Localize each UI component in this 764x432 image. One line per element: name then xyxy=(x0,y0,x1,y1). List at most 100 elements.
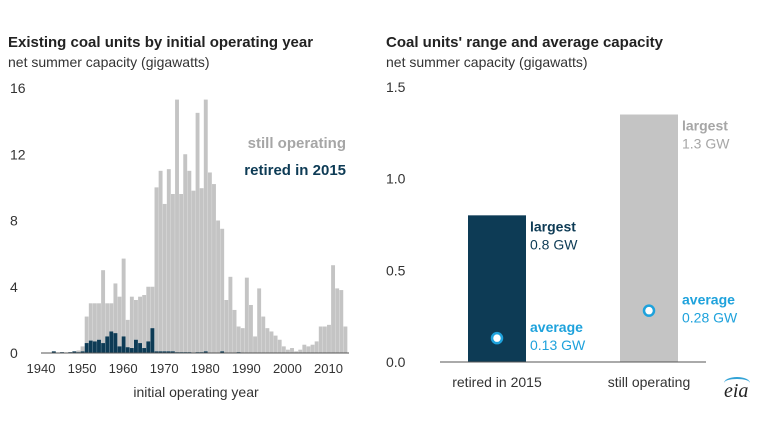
bar-still-operating xyxy=(339,290,344,353)
bar-still-operating xyxy=(232,309,237,353)
category-label: still operating xyxy=(608,374,691,390)
y-tick-label: 12 xyxy=(10,146,26,162)
largest-capacity-bar xyxy=(620,114,678,362)
bar-retired xyxy=(125,347,130,353)
bar-still-operating xyxy=(76,350,81,353)
bar-still-operating xyxy=(150,286,155,329)
bar-still-operating xyxy=(88,303,93,341)
bar-still-operating xyxy=(257,288,262,353)
y-tick-label: 0 xyxy=(10,345,18,361)
bar-still-operating xyxy=(80,346,85,352)
bar-still-operating xyxy=(306,346,311,353)
bar-still-operating xyxy=(105,303,110,337)
bar-still-operating xyxy=(175,99,179,353)
bar-still-operating xyxy=(253,336,257,353)
bar-retired xyxy=(150,328,155,353)
bar-still-operating xyxy=(166,169,171,352)
bar-still-operating xyxy=(331,265,336,353)
bar-retired xyxy=(92,341,97,353)
bar-still-operating xyxy=(327,324,331,353)
bar-retired xyxy=(170,351,175,353)
bar-retired xyxy=(51,351,56,353)
bar-still-operating xyxy=(290,348,294,353)
bar-still-operating xyxy=(228,276,233,353)
bar-still-operating xyxy=(302,344,307,353)
bar-still-operating xyxy=(216,220,221,353)
bar-retired xyxy=(142,348,147,353)
bar-still-operating xyxy=(207,172,212,353)
largest-value-label: 1.3 GW xyxy=(682,136,730,152)
y-tick-label: 4 xyxy=(10,279,18,295)
x-tick-label: 1940 xyxy=(27,361,56,376)
bar-still-operating xyxy=(318,326,323,353)
bar-still-operating xyxy=(335,288,340,353)
bar-still-operating xyxy=(113,283,118,334)
bar-still-operating xyxy=(187,170,192,353)
x-tick-label: 1980 xyxy=(191,361,220,376)
bar-still-operating xyxy=(125,319,130,348)
bar-still-operating xyxy=(285,349,290,353)
legend-label-still-operating: still operating xyxy=(248,135,346,152)
average-value-label: 0.28 GW xyxy=(682,310,738,326)
bar-retired xyxy=(158,351,163,353)
average-label: average xyxy=(682,292,735,308)
left-chart-subtitle: net summer capacity (gigawatts) xyxy=(8,54,210,70)
bar-still-operating xyxy=(138,296,143,344)
right-chart-subtitle: net summer capacity (gigawatts) xyxy=(386,54,588,70)
average-marker xyxy=(490,331,504,345)
largest-label: largest xyxy=(682,118,728,134)
bar-retired xyxy=(138,343,143,353)
average-label: average xyxy=(530,319,583,335)
bar-retired xyxy=(80,351,85,353)
bar-still-operating xyxy=(183,154,188,353)
bar-still-operating xyxy=(265,328,270,353)
bar-still-operating xyxy=(117,296,122,347)
average-value-label: 0.13 GW xyxy=(530,337,586,353)
bar-still-operating xyxy=(142,295,147,349)
bar-still-operating xyxy=(199,188,204,353)
bar-still-operating xyxy=(84,316,89,344)
bar-retired xyxy=(203,351,208,353)
bar-retired xyxy=(72,351,77,353)
bar-still-operating xyxy=(273,335,278,353)
y-tick-label: 16 xyxy=(10,80,26,96)
bar-still-operating xyxy=(281,346,286,353)
x-tick-label: 1970 xyxy=(150,361,179,376)
average-marker xyxy=(642,304,656,317)
left-chart-title: Existing coal units by initial operating… xyxy=(8,34,314,51)
bar-still-operating xyxy=(269,331,274,353)
bar-still-operating xyxy=(179,194,184,353)
bar-retired xyxy=(105,336,110,353)
bar-retired xyxy=(166,351,171,353)
y-tick-label: 0.5 xyxy=(386,262,406,278)
bar-still-operating xyxy=(158,170,163,352)
bar-still-operating xyxy=(220,228,225,352)
bar-still-operating xyxy=(203,99,208,352)
legend-label-retired: retired in 2015 xyxy=(244,162,346,179)
right-chart-title: Coal units' range and average capacity xyxy=(386,34,664,51)
x-axis-label: initial operating year xyxy=(133,384,259,400)
y-tick-label: 1.0 xyxy=(386,171,406,187)
bar-still-operating xyxy=(109,303,114,332)
bar-retired xyxy=(129,348,134,353)
bar-retired xyxy=(113,333,118,353)
bar-still-operating xyxy=(92,303,97,342)
bar-still-operating xyxy=(236,326,241,353)
bar-still-operating xyxy=(97,303,101,340)
bar-still-operating xyxy=(277,339,282,353)
eia-logo: eia xyxy=(724,380,749,402)
histogram-chart: 0 4 8 12 16 1940 1950 1960 1970 1980 1990 2000 2010 s… xyxy=(10,80,349,400)
bar-retired xyxy=(146,341,151,353)
bar-still-operating xyxy=(212,184,216,353)
bar-retired xyxy=(117,346,122,353)
bar-still-operating xyxy=(261,316,266,353)
bar-retired xyxy=(162,351,167,353)
largest-label: largest xyxy=(530,218,576,234)
bar-still-operating xyxy=(101,270,106,344)
bar-still-operating xyxy=(121,258,126,337)
bar-still-operating xyxy=(129,296,134,349)
bar-retired xyxy=(154,351,159,353)
bar-retired xyxy=(220,351,225,353)
bar-still-operating xyxy=(240,328,245,353)
